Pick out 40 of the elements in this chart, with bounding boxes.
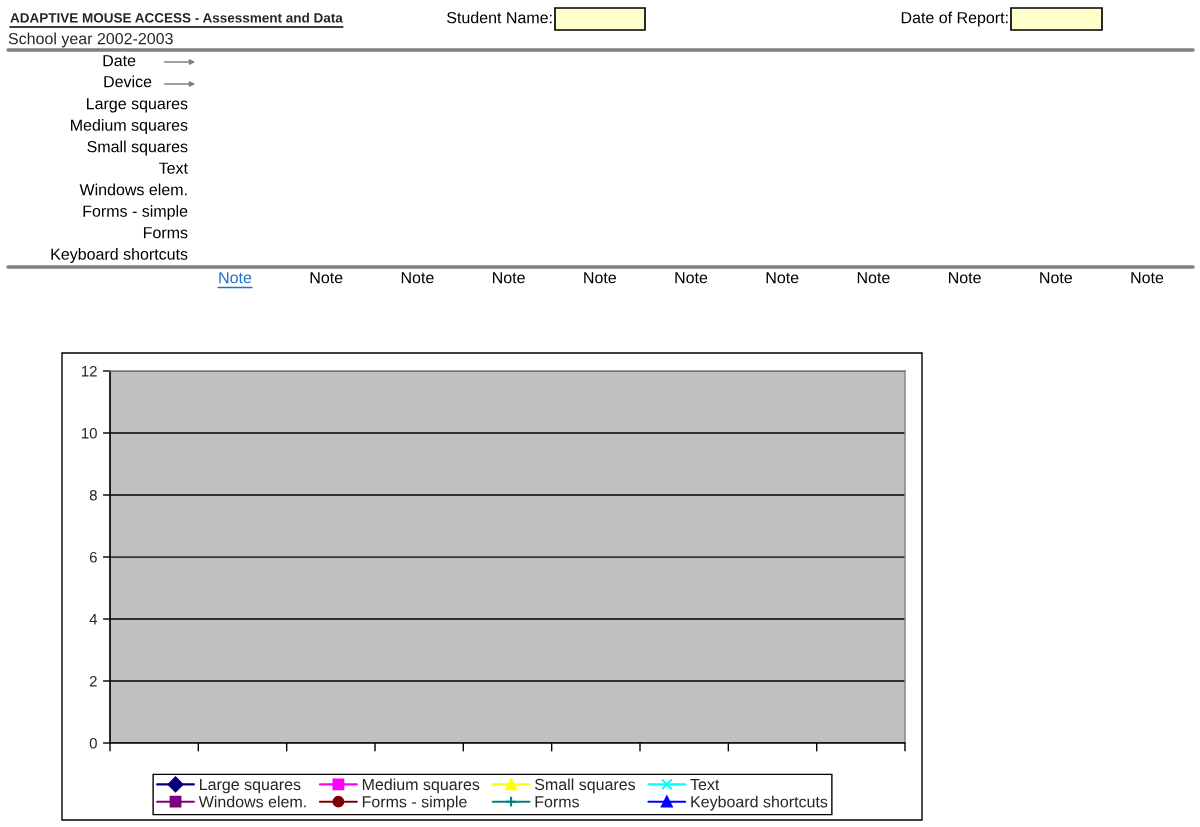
text: Small squares xyxy=(87,140,188,156)
text: Device xyxy=(104,75,152,88)
text: Note xyxy=(310,272,343,284)
text: Note xyxy=(493,272,525,284)
legend-label: Small squares xyxy=(534,778,636,794)
text: Note xyxy=(1131,272,1164,284)
text: Forms - simple xyxy=(83,205,188,220)
legend-label: Large squares xyxy=(200,778,301,794)
y-tick-label: 12 xyxy=(81,365,97,377)
text: Note xyxy=(219,272,252,284)
y-tick-label: 0 xyxy=(89,737,97,749)
text: Note xyxy=(1040,272,1072,284)
text: Date of Report: xyxy=(901,11,1008,27)
legend-label: Text xyxy=(690,778,720,791)
legend-label: Forms - simple xyxy=(362,795,467,811)
text: Forms xyxy=(143,227,188,239)
y-tick-label: 2 xyxy=(89,675,97,687)
text: Student Name: xyxy=(447,11,552,24)
text: Note xyxy=(857,272,890,284)
text: Note xyxy=(949,272,981,284)
text: Note xyxy=(584,272,616,284)
text: Note xyxy=(766,272,799,284)
text: Medium squares xyxy=(71,119,188,134)
legend-label: Windows elem. xyxy=(198,795,306,808)
text: Note xyxy=(401,272,434,284)
y-tick-label: 10 xyxy=(81,427,97,439)
y-tick-label: 8 xyxy=(89,489,97,501)
text: Large squares xyxy=(87,98,188,113)
chart-subtitle: School year 2002-2003 xyxy=(8,32,173,48)
legend-label: Medium squares xyxy=(362,778,480,794)
y-tick-label: 4 xyxy=(89,614,98,625)
y-tick-label: 6 xyxy=(89,551,97,563)
chart-title: ADAPTIVE MOUSE ACCESS - Assessment and Data xyxy=(10,12,343,23)
legend-label: Forms xyxy=(535,796,580,808)
legend-label: Keyboard shortcuts xyxy=(691,795,828,811)
text: Keyboard shortcuts xyxy=(51,248,188,263)
text: Windows elem. xyxy=(79,183,187,196)
text: Note xyxy=(675,272,708,284)
text: Date xyxy=(103,55,136,67)
text: Text xyxy=(159,162,188,174)
